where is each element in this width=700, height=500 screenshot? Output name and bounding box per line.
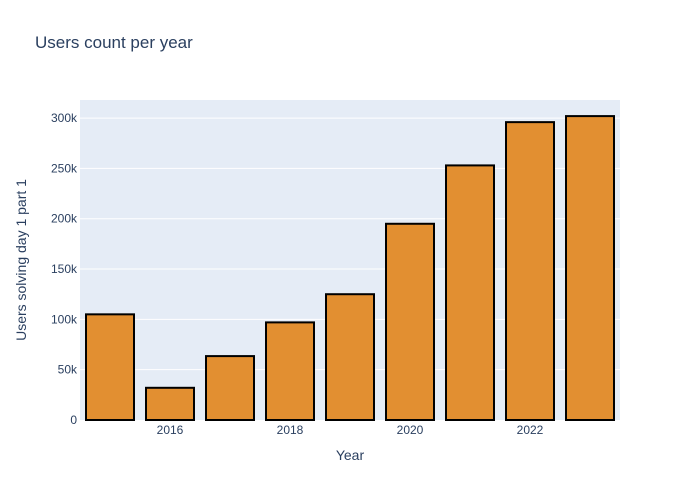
x-axis-ticks: 2016 2018 2020 2022 [157,423,544,437]
y-tick-label: 200k [51,212,78,226]
bar-2015[interactable] [85,313,135,422]
bar-2019[interactable] [325,293,375,421]
y-tick-label: 250k [51,161,78,175]
bar-2023[interactable] [565,115,615,422]
y-axis-title: Users solving day 1 part 1 [13,179,29,341]
y-tick-label: 100k [51,312,78,326]
x-axis-title: Year [336,447,365,463]
y-tick-label: 50k [58,363,78,377]
y-tick-label: 150k [51,262,78,276]
bar-2021[interactable] [445,164,495,421]
y-tick-label: 0 [70,413,77,427]
bar-2018[interactable] [265,321,315,421]
y-tick-label: 300k [51,111,78,125]
bar-2022[interactable] [505,121,555,421]
x-tick-label: 2016 [157,423,184,437]
y-axis-ticks: 0 50k 100k 150k 200k 250k 300k [51,111,78,427]
bar-2017[interactable] [205,355,255,421]
bars [85,115,615,422]
bar-2020[interactable] [385,222,435,421]
x-tick-label: 2018 [277,423,304,437]
bar-2016[interactable] [145,386,195,421]
x-tick-label: 2022 [517,423,544,437]
chart-title: Users count per year [35,33,193,52]
x-tick-label: 2020 [397,423,424,437]
